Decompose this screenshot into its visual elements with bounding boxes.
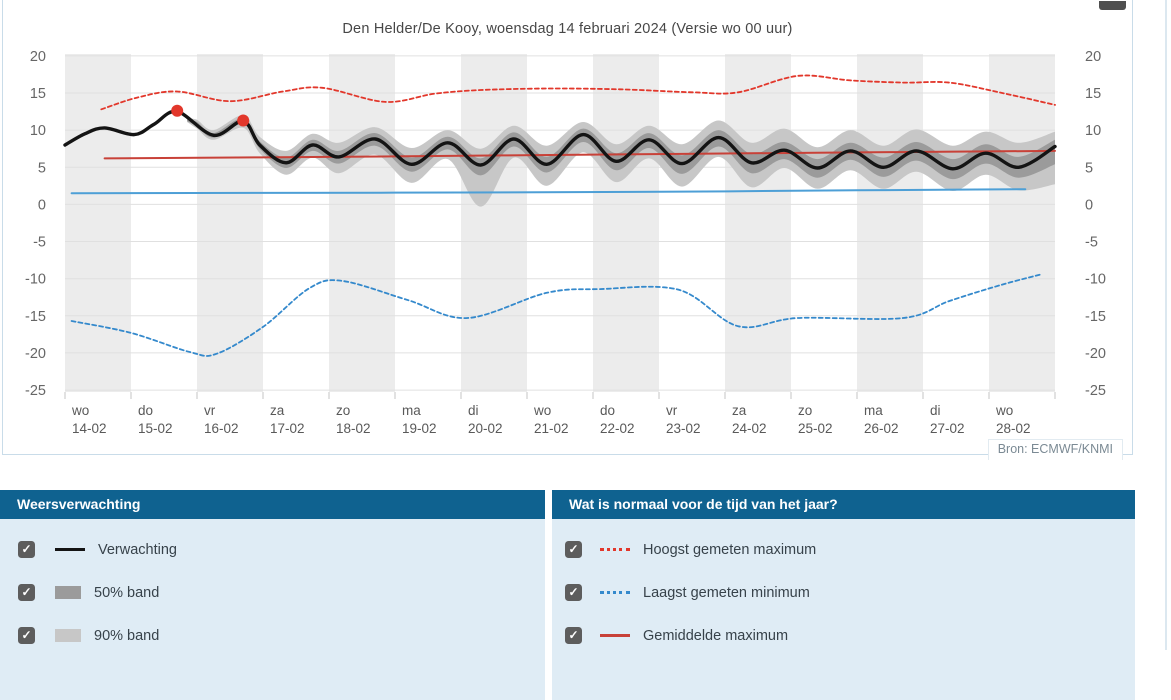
y-axis-label-left: 10 [30,123,46,139]
y-axis-label-left: 0 [38,197,46,213]
legend-panel-left: Weersverwachting Verwachting 50% band 90% … [0,490,545,700]
y-axis-label-left: 15 [30,86,46,102]
y-axis-label-right: -25 [1085,383,1106,399]
day-column [329,54,395,392]
x-axis-label: za 17-02 [270,403,305,436]
checkbox-50-band[interactable] [18,584,35,601]
series-hoogst-gemeten-maximum [100,74,1056,111]
legend-label-verwachting: Verwachting [98,541,177,558]
x-axis-label: ma 26-02 [864,403,899,436]
peak-marker [171,104,184,117]
y-axis-label-right: 15 [1085,86,1101,102]
x-axis-label: vr 16-02 [204,403,239,436]
band-light-swatch-icon [55,629,81,642]
y-axis-label-right: 0 [1085,197,1093,213]
y-axis-label-left: -10 [25,272,46,288]
x-axis-label: di 27-02 [930,403,965,436]
band-dark-swatch-icon [55,586,81,599]
checkbox-90-band[interactable] [18,627,35,644]
dotted-blue-swatch-icon [600,591,630,594]
series-verwachting [63,109,1057,171]
checkbox-verwachting[interactable] [18,541,35,558]
band-50-percent [187,118,1056,180]
series-blue-solid-line [70,188,1027,195]
legend-item-gemiddelde-maximum: Gemiddelde maximum [552,614,1135,657]
legend-label-gemiddelde-maximum: Gemiddelde maximum [643,627,789,644]
legend-header-forecast: Weersverwachting [0,490,545,519]
chart-context-menu-icon[interactable] [1099,1,1126,10]
day-column [857,54,923,392]
day-column [593,54,659,392]
legend-item-verwachting: Verwachting [0,528,545,571]
legend-item-50-band: 50% band [0,571,545,614]
legend-label-laagst-gemeten-minimum: Laagst gemeten minimum [643,584,810,601]
day-column [725,54,791,392]
legend-item-laagst-gemeten-minimum: Laagst gemeten minimum [552,571,1135,614]
checkbox-laagst-gemeten-minimum[interactable] [565,584,582,601]
legend-label-90-band: 90% band [94,627,160,644]
forecast-chart-card: Den Helder/De Kooy, woensdag 14 februari… [2,0,1133,460]
line-black-swatch-icon [55,548,85,551]
x-axis-label: za 24-02 [732,403,767,436]
x-axis-label: di 20-02 [468,403,503,436]
legend-item-hoogst-gemeten-maximum: Hoogst gemeten maximum [552,528,1135,571]
y-axis-label-right: -10 [1085,272,1106,288]
x-axis-label: zo 18-02 [336,403,371,436]
day-column [989,54,1055,392]
day-column [197,54,263,392]
y-axis-label-left: 5 [38,160,46,176]
series-laagst-gemeten-minimum [70,273,1043,357]
y-axis-label-right: 10 [1085,123,1101,139]
legend-header-normals: Wat is normaal voor de tijd van het jaar… [552,490,1135,519]
x-axis-label: do 15-02 [138,403,173,436]
x-axis-label: do 22-02 [600,403,635,436]
dotted-red-swatch-icon [600,548,630,551]
x-axis-label: zo 25-02 [798,403,833,436]
x-axis-label: vr 23-02 [666,403,701,436]
x-axis-label: wo 21-02 [533,403,569,436]
temperature-plume-plot: 20 20 15 15 10 10 5 5 0 0 -5 -5 -10 -10 -15 -15 -20 -20 -2… [25,49,1106,436]
y-axis-label-left: -15 [25,309,46,325]
legend-body-left: Verwachting 50% band 90% band [0,519,545,657]
y-axis-label-right: 5 [1085,160,1093,176]
y-axis-label-left: -25 [25,383,46,399]
y-axis-label-left: -20 [25,346,46,362]
y-axis-label-left: -5 [33,235,46,251]
checkbox-gemiddelde-maximum[interactable] [565,627,582,644]
legend-body-right: Hoogst gemeten maximum Laagst gemeten min… [552,519,1135,657]
legend-item-90-band: 90% band [0,614,545,657]
y-axis-label-right: -5 [1085,235,1098,251]
x-axis-label: wo 14-02 [71,403,107,436]
day-column [461,54,527,392]
peak-marker [237,114,250,127]
legend-panel-right: Wat is normaal voor de tijd van het jaar… [552,490,1135,700]
checkbox-hoogst-gemeten-maximum[interactable] [565,541,582,558]
legend-label-50-band: 50% band [94,584,160,601]
y-axis-label-left: 20 [30,49,46,65]
x-axis-label: ma 19-02 [402,403,437,436]
source-credit: Bron: ECMWF/KNMI [987,439,1123,460]
x-axis-label: wo 28-02 [995,403,1031,436]
y-axis-label-right: 20 [1085,49,1101,65]
day-column [65,54,131,392]
page-edge-divider [1165,0,1167,650]
y-axis-label-right: -15 [1085,309,1106,325]
y-axis-label-right: -20 [1085,346,1106,362]
line-red-swatch-icon [600,634,630,637]
legend-label-hoogst-gemeten-maximum: Hoogst gemeten maximum [643,541,817,558]
chart-title: Den Helder/De Kooy, woensdag 14 februari… [342,21,793,37]
